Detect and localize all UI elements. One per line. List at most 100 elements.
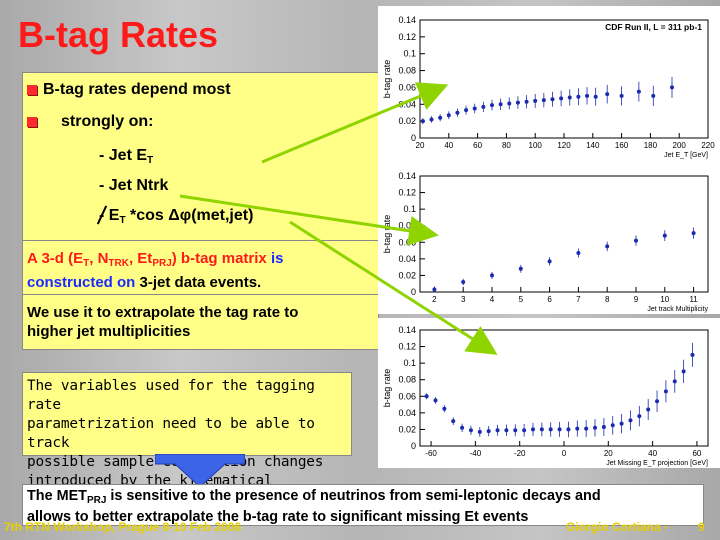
matrix-text-s3: PRJ bbox=[152, 258, 172, 269]
data-point bbox=[646, 407, 651, 412]
x-tick-label: 20 bbox=[416, 141, 425, 150]
bullet-text-line1: B-tag rates depend most bbox=[43, 81, 231, 98]
y-tick-label: 0.02 bbox=[398, 116, 416, 126]
x-axis-label: Jet track Multiplicity bbox=[647, 306, 708, 313]
x-tick-label: 220 bbox=[701, 141, 715, 150]
y-tick-label: 0.1 bbox=[403, 204, 416, 214]
y-tick-label: 0.08 bbox=[398, 221, 416, 231]
x-tick-label: 8 bbox=[605, 295, 610, 304]
footer-author: Giorgio Cortiana - bbox=[566, 520, 668, 534]
y-tick-label: 0.06 bbox=[398, 391, 416, 401]
data-point bbox=[432, 287, 437, 292]
data-point bbox=[424, 394, 429, 399]
item-jet-et-sub: T bbox=[147, 155, 154, 166]
data-point bbox=[576, 94, 581, 99]
x-tick-label: 80 bbox=[502, 141, 511, 150]
y-tick-label: 0.04 bbox=[398, 408, 416, 418]
data-point bbox=[460, 425, 465, 430]
y-tick-label: 0.14 bbox=[398, 171, 416, 181]
data-point bbox=[605, 92, 610, 97]
y-tick-label: 0.08 bbox=[398, 375, 416, 385]
plot-title: CDF Run II, L = 311 pb-1 bbox=[605, 22, 702, 32]
data-point bbox=[690, 352, 695, 357]
matrix-text-p4: ) b-tag matrix bbox=[171, 250, 271, 267]
item-met-cos: *cos bbox=[125, 207, 169, 224]
data-point bbox=[610, 423, 615, 428]
data-point bbox=[634, 238, 638, 243]
item-jet-et: - Jet ET bbox=[99, 147, 153, 166]
matrix-text-p1: A 3-d (E bbox=[27, 250, 84, 267]
x-tick-label: 100 bbox=[529, 141, 543, 150]
y-tick-label: 0 bbox=[411, 287, 416, 297]
data-point bbox=[672, 379, 677, 384]
data-point bbox=[461, 280, 466, 285]
data-point bbox=[670, 85, 674, 90]
extrapolate-box: We use it to extrapolate the tag rate to… bbox=[22, 294, 379, 350]
bottom-text-line2: allows to better extrapolate the b-tag r… bbox=[27, 509, 529, 525]
plot-jet-ntrk: 0 0.02 0.04 0.06 0.08 0.1 0.12 0.14 2 3 4 5 6 7 8 9 10 11… bbox=[378, 166, 720, 314]
data-point bbox=[548, 427, 553, 432]
y-tick-label: 0.02 bbox=[398, 424, 416, 434]
x-tick-label: 11 bbox=[689, 295, 698, 304]
matrix-text-line2a: constructed on bbox=[27, 274, 140, 291]
data-point bbox=[575, 426, 580, 431]
extrapolate-text: We use it to extrapolate the tag rate to… bbox=[27, 303, 298, 341]
matrix-text-p2: , N bbox=[89, 250, 109, 267]
data-point bbox=[498, 102, 503, 107]
variables-line1: The variables used for the tagging rate bbox=[27, 378, 315, 413]
x-tick-label: -60 bbox=[425, 449, 437, 458]
y-axis-label: b-tag rate bbox=[382, 369, 392, 408]
data-point bbox=[464, 108, 469, 113]
y-tick-label: 0.14 bbox=[398, 325, 416, 335]
matrix-text-p3: , Et bbox=[128, 250, 153, 267]
x-tick-label: -20 bbox=[514, 449, 526, 458]
data-point bbox=[442, 406, 447, 411]
x-tick-label: 4 bbox=[490, 295, 495, 304]
bottom-text: The METPRJ is sensitive to the presence … bbox=[27, 488, 601, 526]
data-point bbox=[533, 98, 538, 103]
data-point bbox=[662, 233, 667, 238]
matrix-box: A 3-d (ET, NTRK, EtPRJ) b-tag matrix is … bbox=[22, 240, 379, 296]
data-point bbox=[663, 389, 668, 394]
data-point bbox=[566, 427, 571, 432]
data-point bbox=[530, 427, 535, 432]
data-point bbox=[584, 426, 589, 431]
y-tick-label: 0.14 bbox=[398, 15, 416, 25]
data-point bbox=[619, 421, 624, 426]
data-point bbox=[504, 428, 509, 433]
data-point bbox=[637, 414, 642, 419]
x-axis-label: Jet Missing E_T projection [GeV] bbox=[606, 460, 708, 467]
data-point bbox=[468, 428, 473, 433]
y-axis-label: b-tag rate bbox=[382, 215, 392, 254]
data-point bbox=[490, 103, 494, 108]
y-tick-label: 0.1 bbox=[403, 358, 416, 368]
x-tick-label: 60 bbox=[473, 141, 482, 150]
x-tick-label: 140 bbox=[586, 141, 600, 150]
y-tick-label: 0.04 bbox=[398, 99, 416, 109]
footer-page-number: 9 bbox=[698, 520, 705, 534]
x-tick-label: 200 bbox=[673, 141, 687, 150]
extrapolate-line2: higher jet multiplicities bbox=[27, 323, 191, 340]
data-point bbox=[619, 93, 624, 98]
variables-line2: parametrization need to be able to track bbox=[27, 416, 315, 451]
data-point bbox=[557, 427, 562, 432]
data-point bbox=[495, 428, 500, 433]
data-point bbox=[593, 425, 598, 430]
data-point bbox=[691, 231, 696, 236]
bullet-text-line2: strongly on: bbox=[61, 113, 154, 130]
y-axis-label: b-tag rate bbox=[382, 60, 392, 99]
x-tick-label: 180 bbox=[644, 141, 658, 150]
matrix-text: A 3-d (ET, NTRK, EtPRJ) b-tag matrix is … bbox=[27, 249, 283, 292]
data-point bbox=[585, 93, 590, 98]
data-point bbox=[576, 251, 581, 256]
y-tick-label: 0.12 bbox=[398, 342, 416, 352]
x-tick-label: 60 bbox=[692, 449, 701, 458]
x-tick-label: 40 bbox=[444, 141, 453, 150]
y-tick-label: 0.12 bbox=[398, 188, 416, 198]
data-point bbox=[438, 115, 443, 120]
y-tick-label: 0 bbox=[411, 441, 416, 451]
x-tick-label: -40 bbox=[470, 449, 482, 458]
data-point bbox=[420, 119, 425, 124]
item-met-label: - E bbox=[99, 207, 120, 224]
